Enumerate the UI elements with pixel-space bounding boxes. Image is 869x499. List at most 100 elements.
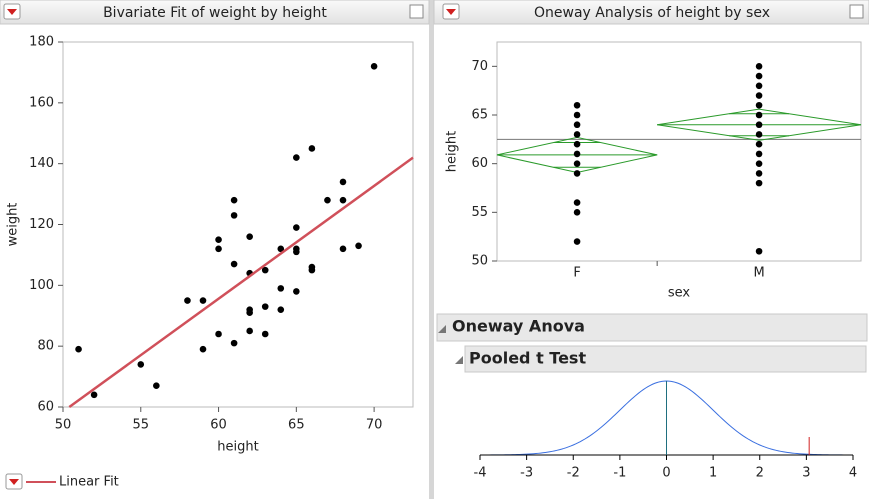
point [755, 121, 763, 129]
y-tick-label: 60 [37, 400, 54, 415]
point [573, 209, 581, 216]
x-tick-label: 50 [55, 418, 72, 433]
y-axis-label: weight [6, 203, 21, 247]
point [755, 111, 763, 119]
point [199, 297, 207, 304]
x-tick-label: 55 [133, 418, 150, 433]
point [230, 196, 238, 204]
y-tick-label: 65 [471, 108, 488, 123]
point [230, 212, 238, 219]
y-tick-label: 180 [29, 35, 54, 50]
point [261, 266, 269, 274]
point [573, 140, 581, 148]
point [755, 179, 763, 187]
y-tick-label: 80 [37, 339, 54, 354]
point [370, 63, 378, 70]
x-axis-label: height [217, 440, 258, 455]
outline-header[interactable] [464, 345, 867, 373]
legend-label: Linear Fit [59, 475, 119, 490]
point [308, 145, 316, 152]
x-tick-label: -2 [567, 466, 580, 481]
point [246, 327, 253, 335]
point [755, 92, 763, 99]
point [261, 303, 269, 310]
y-tick-label: 140 [29, 156, 54, 171]
point [755, 72, 763, 80]
point [755, 63, 763, 70]
x-tick-label: 65 [288, 418, 305, 433]
y-axis-label: height [445, 131, 460, 172]
point [573, 238, 581, 245]
outline-title: Oneway Anova [452, 317, 585, 336]
menu-button[interactable] [3, 3, 21, 20]
point [293, 154, 300, 161]
close-box[interactable] [849, 4, 864, 19]
point [137, 361, 145, 368]
menu-button[interactable] [5, 473, 23, 490]
y-tick-label: 70 [471, 59, 488, 74]
x-tick-label: M [753, 266, 764, 281]
y-tick-label: 55 [471, 205, 488, 220]
point [199, 345, 207, 353]
fit-line [68, 156, 414, 409]
point [755, 82, 763, 90]
y-tick-label: 120 [29, 217, 54, 232]
point [308, 266, 316, 274]
disclosure-icon[interactable] [455, 356, 463, 364]
point [755, 247, 763, 255]
x-tick-label: 2 [756, 466, 764, 481]
x-tick-label: 60 [210, 418, 227, 433]
x-tick-label: 70 [366, 418, 383, 433]
point [277, 245, 285, 253]
point [573, 131, 581, 138]
point [75, 345, 82, 353]
panel-header [0, 0, 430, 25]
point [573, 170, 581, 177]
point [184, 297, 191, 304]
point [215, 236, 222, 244]
point [755, 150, 763, 158]
menu-button[interactable] [442, 3, 460, 20]
point [215, 245, 222, 253]
point [355, 242, 362, 250]
point [573, 101, 581, 109]
point [324, 196, 331, 204]
point [261, 330, 269, 338]
y-tick-label: 50 [471, 254, 488, 269]
x-tick-label: 3 [802, 466, 810, 481]
point [246, 309, 253, 317]
point [293, 224, 300, 231]
outline-title: Pooled t Test [469, 349, 586, 368]
point [90, 391, 98, 399]
point [339, 245, 347, 253]
point [755, 131, 763, 138]
outline-header[interactable] [436, 313, 868, 342]
point [755, 101, 763, 109]
point [573, 111, 581, 119]
point [755, 170, 763, 177]
point [277, 285, 285, 292]
point [215, 330, 222, 338]
disclosure-icon[interactable] [438, 325, 446, 333]
close-box[interactable] [409, 4, 424, 19]
x-tick-label: -4 [474, 466, 487, 481]
point [573, 160, 581, 167]
x-tick-label: 1 [709, 466, 717, 481]
point [230, 339, 238, 347]
point [573, 150, 581, 158]
plot-frame [62, 41, 414, 408]
point [755, 140, 763, 148]
x-tick-label: 4 [849, 466, 857, 481]
point [153, 382, 160, 390]
plot-frame [496, 41, 862, 262]
panel-header [433, 0, 869, 25]
point [573, 121, 581, 129]
splitter [429, 0, 434, 499]
point [277, 306, 285, 313]
point [573, 199, 581, 206]
y-tick-label: 60 [471, 156, 488, 171]
point [339, 196, 347, 204]
point [293, 288, 300, 295]
